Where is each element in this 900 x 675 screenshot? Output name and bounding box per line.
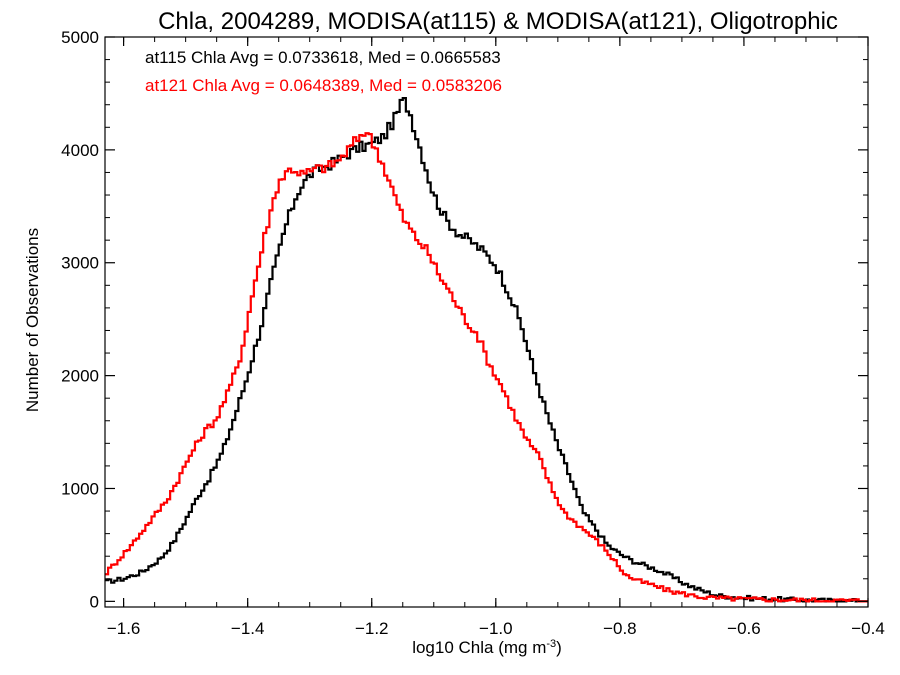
y-tick-label: 1000 [61, 479, 99, 498]
x-tick-label: −0.4 [851, 619, 885, 638]
plot-frame [104, 36, 869, 608]
y-axis: 0 1000 2000 3000 4000 5000 [61, 28, 868, 611]
x-axis-label-text: log10 Chla (mg m [412, 638, 546, 657]
y-tick-label: 3000 [61, 254, 99, 273]
x-tick-label: −0.8 [603, 619, 637, 638]
legend-at115: at115 Chla Avg = 0.0733618, Med = 0.0665… [145, 48, 501, 67]
x-tick-label: −1.6 [107, 619, 141, 638]
x-tick-label: −1.2 [355, 619, 389, 638]
x-tick-label: −1.4 [231, 619, 265, 638]
plot-area [105, 97, 868, 603]
x-tick-label: −1.0 [479, 619, 513, 638]
x-axis: −1.6 −1.4 −1.2 −1.0 −0.8 −0.6 −0.4 [107, 37, 885, 638]
legend: at115 Chla Avg = 0.0733618, Med = 0.0665… [145, 48, 502, 95]
y-tick-label: 0 [90, 592, 99, 611]
chart-title: Chla, 2004289, MODISA(at115) & MODISA(at… [158, 8, 838, 35]
legend-at121: at121 Chla Avg = 0.0648389, Med = 0.0583… [145, 76, 502, 95]
x-tick-label: −0.6 [727, 619, 761, 638]
y-tick-label: 4000 [61, 141, 99, 160]
series-at115-line [105, 97, 868, 603]
series-at121-line [105, 132, 868, 603]
y-tick-label: 5000 [61, 28, 99, 47]
x-axis-label-superscript: -3 [546, 638, 556, 650]
y-tick-label: 2000 [61, 367, 99, 386]
x-axis-label-close: ) [556, 638, 562, 657]
y-axis-label: Number of Observations [23, 228, 42, 412]
x-axis-label: log10 Chla (mg m-3) [412, 638, 562, 657]
